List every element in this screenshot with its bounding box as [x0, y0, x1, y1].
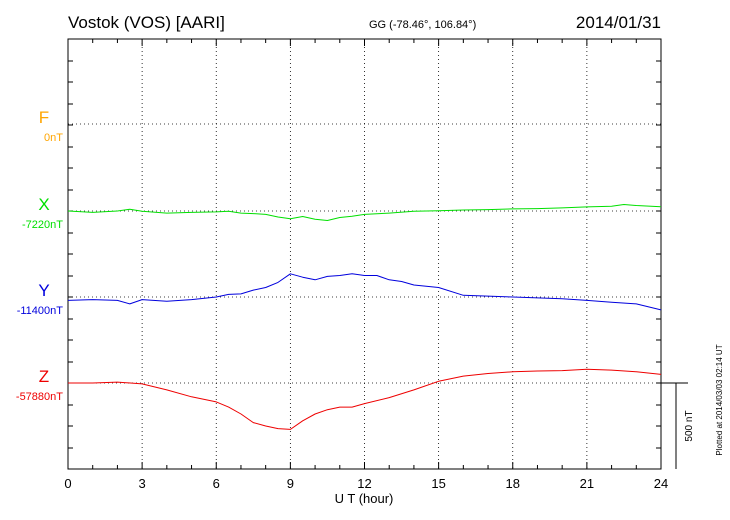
x-tick-labels: 0 3 6 9 12 15 18 21 24	[64, 476, 668, 491]
coordinates-label: GG (-78.46°, 106.84°)	[369, 19, 476, 31]
scale-bar: 500 nT	[661, 382, 695, 469]
x-tick-label: 0	[64, 476, 71, 491]
x-tick-label: 15	[431, 476, 445, 491]
axis-ticks	[67, 38, 662, 470]
x-tick-label: 21	[580, 476, 594, 491]
series-baseline-x: -7220nT	[22, 219, 63, 231]
series-baseline-y: -11400nT	[17, 305, 64, 317]
series-labels: F 0nT X -7220nT Y -11400nT Z -57880nT	[16, 108, 63, 403]
x-axis-label: U T (hour)	[335, 491, 394, 506]
x-tick-label: 18	[506, 476, 520, 491]
x-tick-label: 24	[654, 476, 668, 491]
series-line-y	[67, 273, 662, 311]
series-lines	[67, 204, 662, 430]
series-line-x	[67, 204, 662, 221]
series-name-y: Y	[38, 281, 49, 300]
series-name-x: X	[38, 195, 49, 214]
x-tick-label: 6	[213, 476, 220, 491]
date-label: 2014/01/31	[576, 13, 661, 32]
x-tick-label: 3	[139, 476, 146, 491]
x-tick-label: 12	[357, 476, 371, 491]
grid	[68, 39, 661, 469]
station-title: Vostok (VOS) [AARI]	[68, 13, 225, 32]
plotted-timestamp: Plotted at 2014/03/03 02:14 UT	[715, 344, 724, 455]
series-baseline-f: 0nT	[44, 132, 63, 144]
x-tick-label: 9	[287, 476, 294, 491]
series-name-z: Z	[39, 367, 49, 386]
series-baseline-z: -57880nT	[16, 391, 63, 403]
scale-bar-label: 500 nT	[684, 410, 695, 441]
series-name-f: F	[39, 108, 49, 127]
series-line-z	[68, 368, 662, 430]
